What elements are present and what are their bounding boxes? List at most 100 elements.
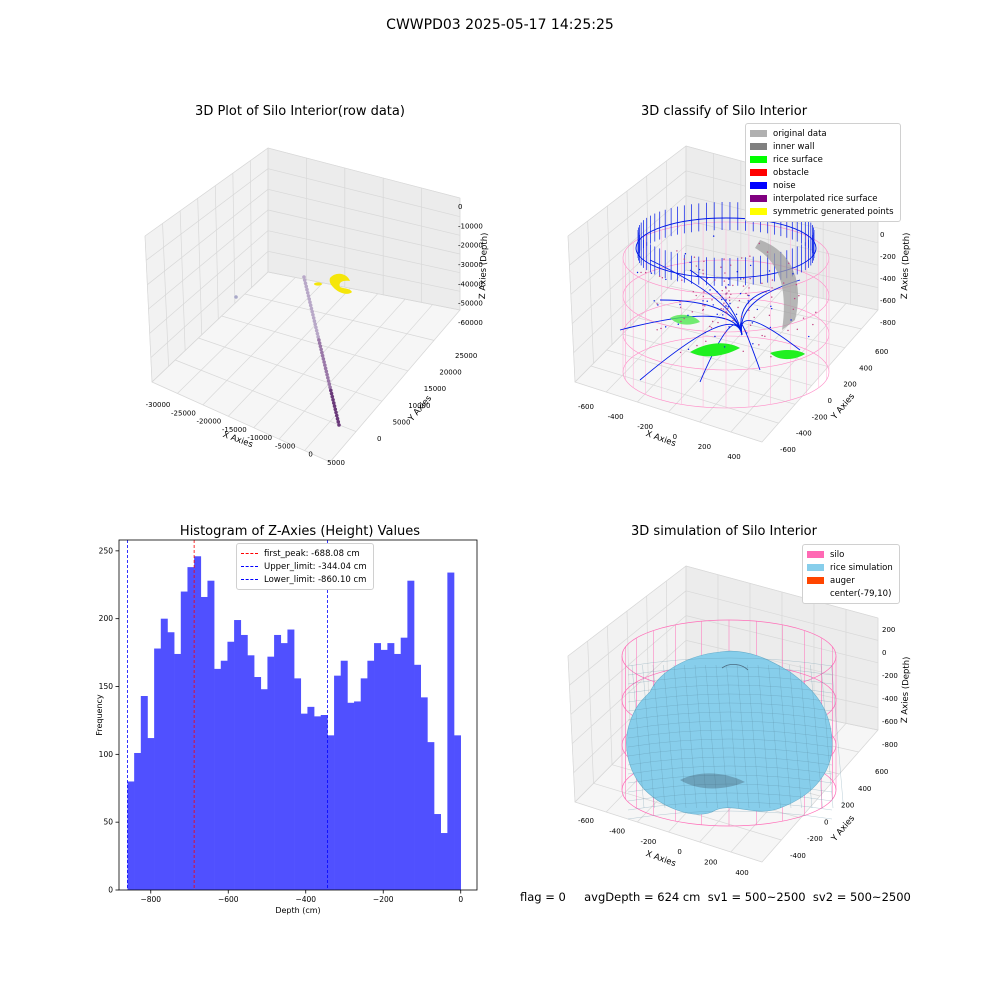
surface-mesh-line xyxy=(627,666,833,676)
y-tick-label: 5000 xyxy=(393,418,411,426)
histogram-bar xyxy=(254,677,262,890)
classified-point xyxy=(687,314,689,317)
classified-point xyxy=(702,304,704,306)
histogram-bar xyxy=(394,653,402,890)
legend-label: rice simulation xyxy=(830,562,893,573)
classified-point xyxy=(702,269,704,271)
histogram-bar xyxy=(274,634,282,890)
classified-point xyxy=(732,284,734,287)
x-tick-label: -200 xyxy=(637,423,653,431)
surface-mesh-line xyxy=(627,801,833,811)
histogram-bar xyxy=(214,668,222,890)
legend-label: silo xyxy=(830,549,845,560)
classified-point xyxy=(683,317,685,320)
surface-mesh-line xyxy=(652,664,666,809)
classified-point xyxy=(735,313,738,316)
legend-entry: inner wall xyxy=(750,140,894,153)
histogram-bar xyxy=(440,833,448,890)
histogram-bar xyxy=(347,702,355,890)
legend-entry: noise xyxy=(750,179,894,192)
classified-point xyxy=(676,250,678,252)
classified-point xyxy=(710,294,712,296)
raw-point xyxy=(331,401,336,405)
legend-entry: rice surface xyxy=(750,153,894,166)
grid-line xyxy=(567,655,576,803)
legend-label: symmetric generated points xyxy=(773,206,894,217)
legend-line-sample xyxy=(241,566,258,567)
x-tick-label: -600 xyxy=(578,817,594,825)
x-tick-label: 0 xyxy=(673,433,677,441)
surface-mesh-line xyxy=(627,720,833,730)
histogram-bar xyxy=(280,643,288,890)
x-axis-label: Depth (cm) xyxy=(275,906,320,915)
z-tick-label: -50000 xyxy=(458,300,483,308)
raw-point xyxy=(319,347,323,352)
raw-plot-title: 3D Plot of Silo Interior(row data) xyxy=(195,104,405,119)
grid-line xyxy=(587,640,594,784)
classified-point xyxy=(695,294,697,297)
classified-point xyxy=(679,301,681,303)
grid-line xyxy=(202,282,324,406)
classified-point xyxy=(795,283,798,286)
histogram-bar xyxy=(314,716,322,890)
legend-swatch xyxy=(807,564,824,571)
surface-mesh-line xyxy=(831,664,844,809)
raw-point xyxy=(311,316,316,320)
classified-point xyxy=(703,260,705,263)
grid-line xyxy=(197,198,203,335)
classified-point xyxy=(714,335,716,338)
grid-line xyxy=(329,309,461,463)
legend-line-sample xyxy=(241,579,258,580)
legend-swatch xyxy=(807,577,824,584)
raw-point xyxy=(323,363,327,367)
histogram-bar xyxy=(427,742,435,890)
surface-mesh-line xyxy=(627,738,833,748)
z-axis-label: Z Axies (Depth) xyxy=(900,232,912,299)
classified-point xyxy=(709,289,711,291)
surface-shadow xyxy=(680,773,745,789)
raw-point xyxy=(336,420,341,424)
surface-mesh-line xyxy=(627,810,833,820)
z-tick-label: -40000 xyxy=(458,280,483,288)
legend-entry: first_peak: -688.08 cm xyxy=(241,547,367,560)
histogram-bar xyxy=(227,641,235,890)
classified-point xyxy=(736,271,738,273)
legend-swatch xyxy=(750,156,767,163)
legend-label: Lower_limit: -860.10 cm xyxy=(264,574,367,585)
y-tick-label: -200 xyxy=(807,835,823,843)
histogram-bar xyxy=(260,689,268,890)
classified-point xyxy=(790,319,792,321)
histogram-bar xyxy=(340,660,348,890)
surface-mesh-line xyxy=(715,664,729,809)
classified-point xyxy=(771,287,773,289)
grid-line xyxy=(606,205,613,345)
surface-mesh-line xyxy=(627,774,833,784)
classified-point xyxy=(728,299,731,302)
legend-label: Upper_limit: -344.04 cm xyxy=(264,561,367,572)
grid-line xyxy=(147,189,269,285)
classified-point xyxy=(761,282,763,285)
histogram-bar xyxy=(174,653,182,890)
classified-point xyxy=(712,304,714,306)
classified-point xyxy=(771,279,774,281)
surface-mesh-line xyxy=(768,664,781,809)
grid-line xyxy=(149,230,269,334)
classified-point xyxy=(768,314,771,317)
raw-point xyxy=(317,341,322,345)
histogram-bar xyxy=(267,656,275,890)
y-tick-label: 20000 xyxy=(439,369,461,377)
z-tick-label: -400 xyxy=(880,275,896,283)
grid-line xyxy=(179,210,186,351)
x-tick-label: 0 xyxy=(458,895,463,904)
surface-mesh-line xyxy=(778,664,792,809)
classified-point xyxy=(749,255,751,257)
classified-point xyxy=(769,326,772,329)
raw-point xyxy=(306,294,311,298)
histogram-bar xyxy=(320,715,328,890)
classified-point xyxy=(792,308,795,311)
grid-line xyxy=(646,175,650,308)
raw-point xyxy=(305,290,310,295)
raw-point xyxy=(327,382,332,386)
classified-point xyxy=(723,258,725,260)
